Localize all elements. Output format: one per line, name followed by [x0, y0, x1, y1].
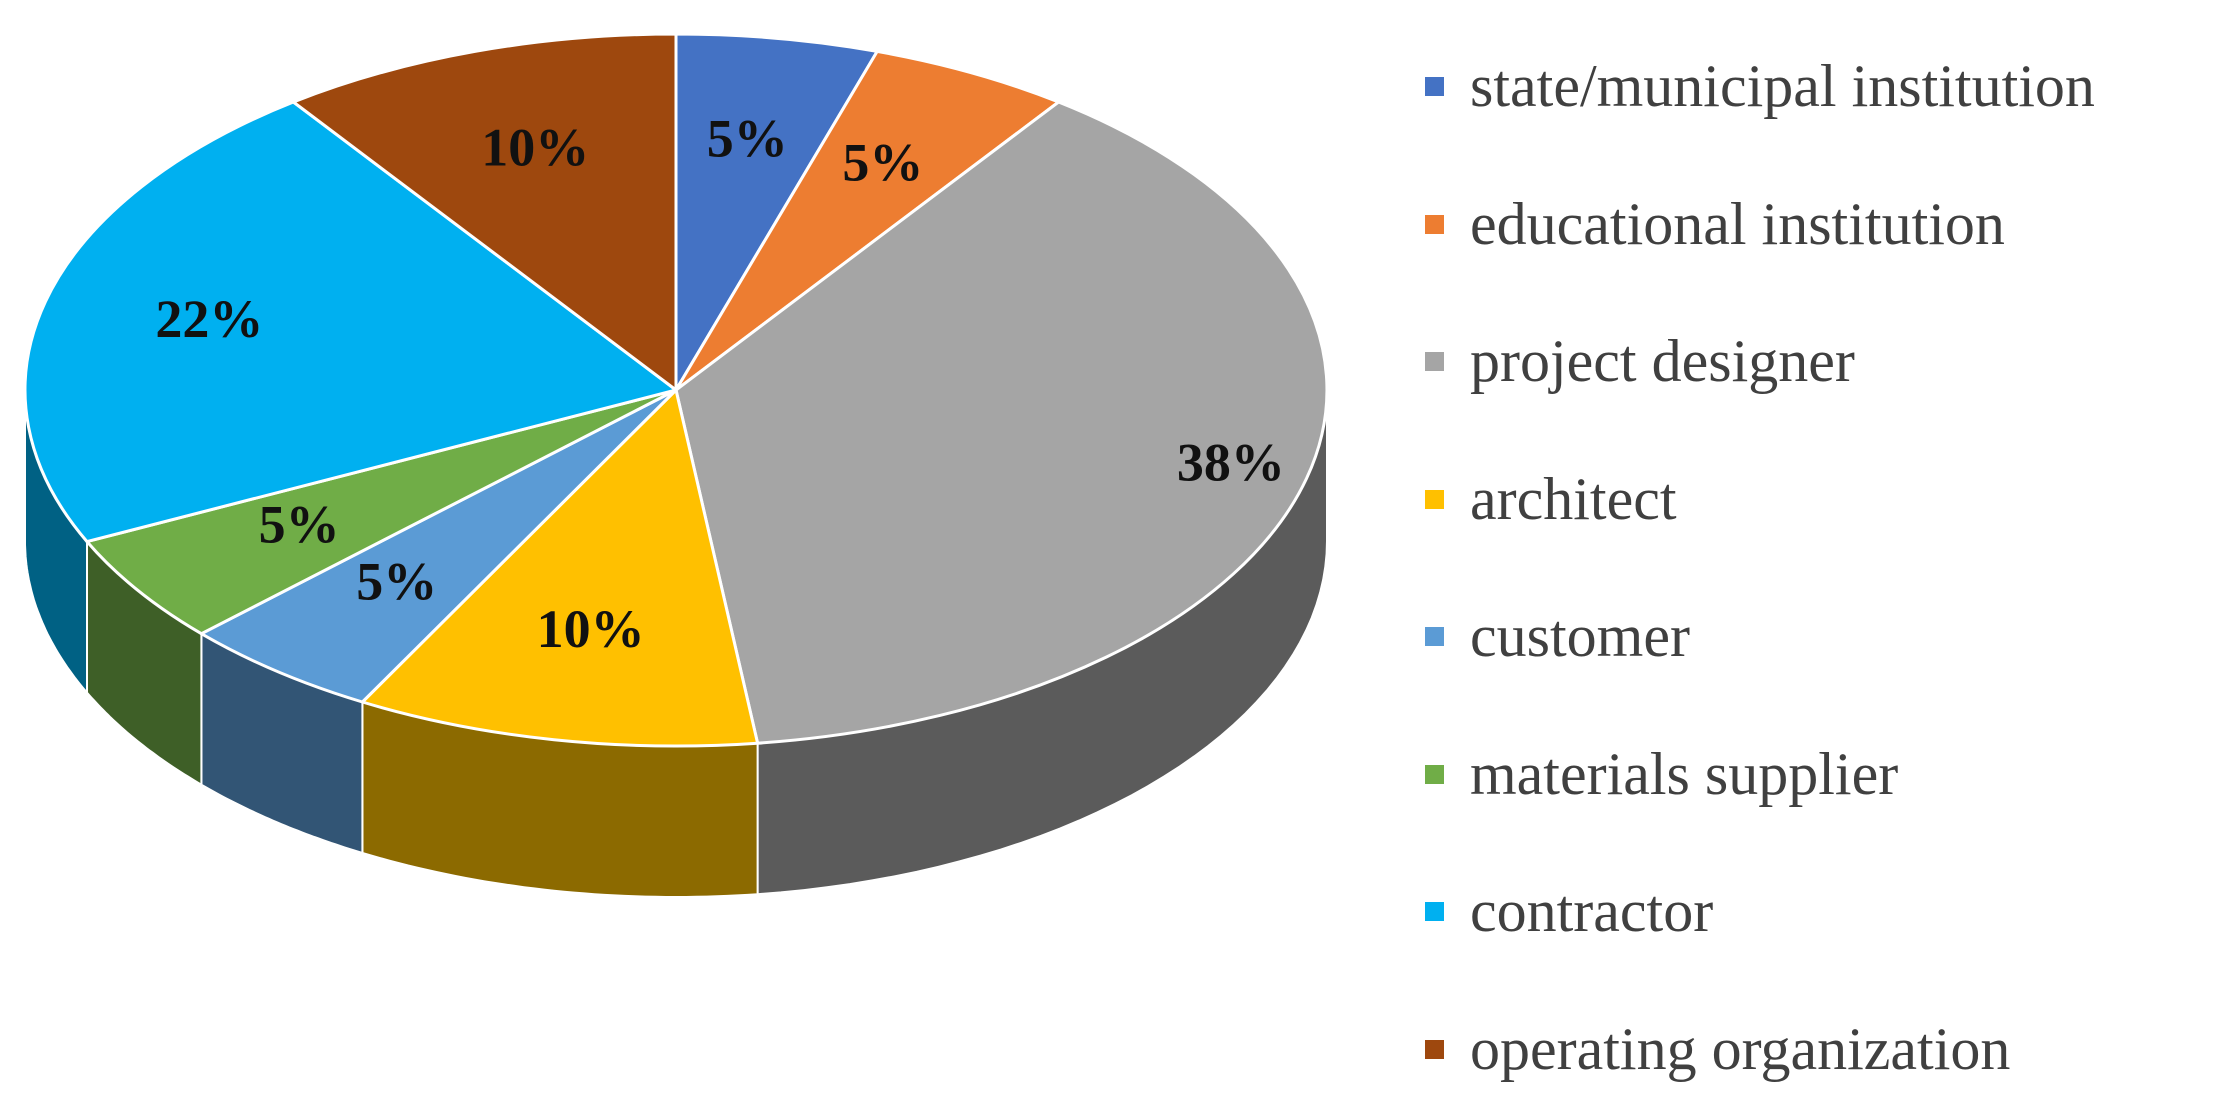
legend-item-4: customer — [1425, 568, 2095, 706]
data-label-3: 10% — [537, 599, 645, 659]
legend-label: contractor — [1470, 877, 1713, 946]
data-label-6: 22% — [155, 289, 263, 349]
legend-item-7: operating organization — [1425, 981, 2095, 1118]
data-label-7: 10% — [481, 117, 589, 177]
legend-label: educational institution — [1470, 190, 2005, 259]
legend-item-5: materials supplier — [1425, 706, 2095, 844]
legend-item-1: educational institution — [1425, 156, 2095, 294]
legend-item-6: contractor — [1425, 843, 2095, 981]
pie-tops — [25, 34, 1327, 746]
legend-swatch — [1425, 1040, 1444, 1059]
data-label-5: 5% — [259, 494, 340, 554]
legend-label: project designer — [1470, 327, 1855, 396]
legend-label: materials supplier — [1470, 740, 1898, 809]
legend-swatch — [1425, 765, 1444, 784]
pie-chart-plot: 5% 5% 38% 10% 5% 5% 22% 10% — [0, 0, 1400, 1074]
data-label-4: 5% — [356, 551, 437, 611]
data-label-2: 38% — [1177, 432, 1285, 492]
legend-item-2: project designer — [1425, 293, 2095, 431]
data-label-0: 5% — [707, 108, 788, 168]
legend-swatch — [1425, 77, 1444, 96]
legend-item-3: architect — [1425, 431, 2095, 569]
legend-label: state/municipal institution — [1470, 52, 2095, 121]
legend-label: operating organization — [1470, 1015, 2010, 1084]
legend-item-0: state/municipal institution — [1425, 18, 2095, 156]
pie-chart: 5% 5% 38% 10% 5% 5% 22% 10% state/municipal ins… — [0, 0, 2219, 1074]
legend-swatch — [1425, 902, 1444, 921]
legend-label: architect — [1470, 465, 1677, 534]
legend-swatch — [1425, 627, 1444, 646]
legend-swatch — [1425, 490, 1444, 509]
data-label-1: 5% — [842, 132, 923, 192]
legend-label: customer — [1470, 602, 1690, 671]
legend-swatch — [1425, 352, 1444, 371]
legend-swatch — [1425, 215, 1444, 234]
legend: state/municipal institution educational i… — [1425, 18, 2095, 1118]
